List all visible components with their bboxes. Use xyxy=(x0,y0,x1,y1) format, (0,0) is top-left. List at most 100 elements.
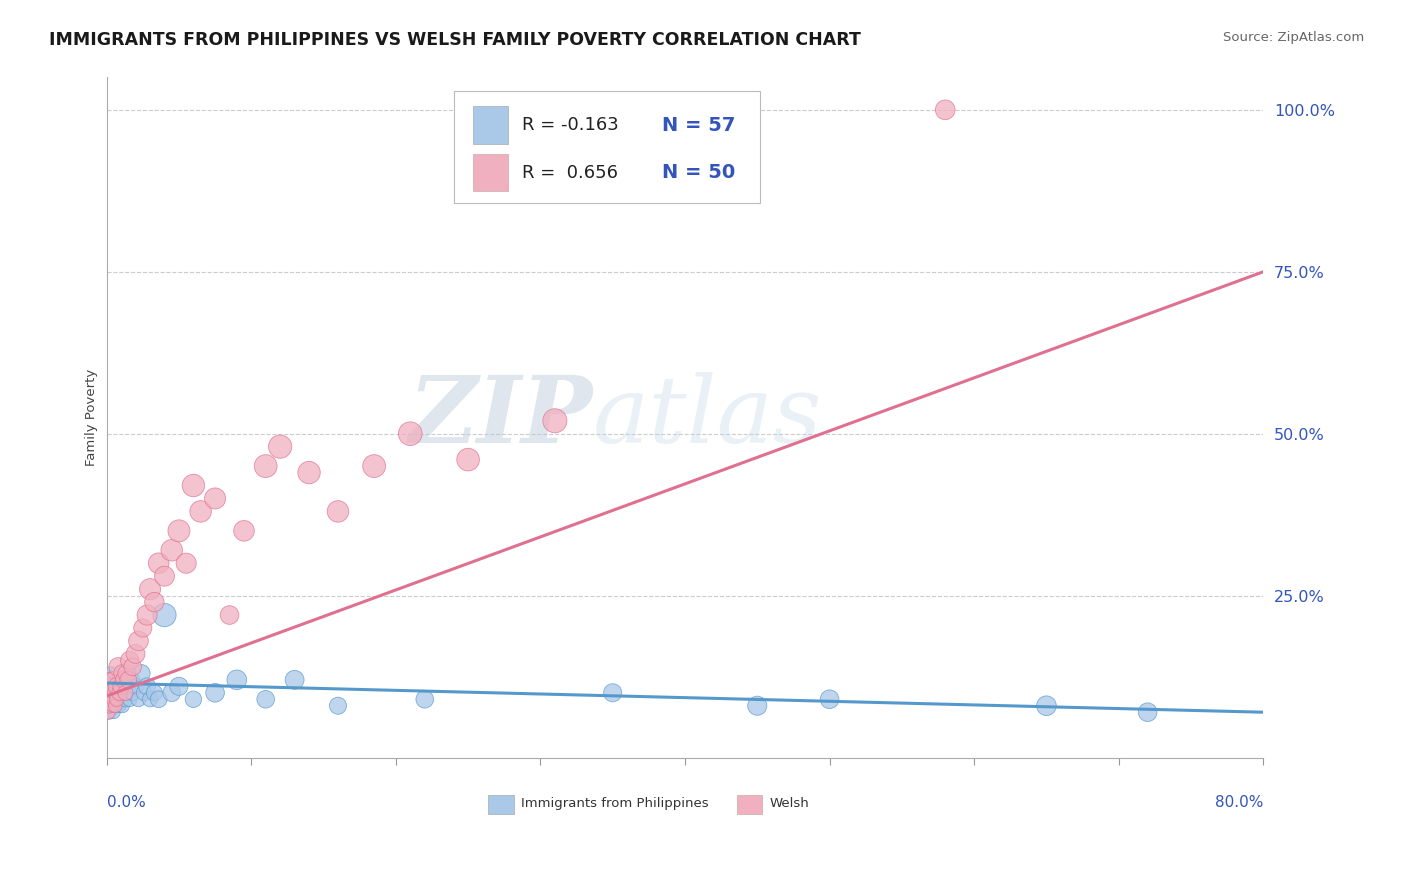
Point xyxy=(105,698,128,713)
Point xyxy=(153,569,176,583)
Point xyxy=(110,679,132,693)
Point xyxy=(103,673,125,687)
Point xyxy=(544,414,567,428)
Point xyxy=(112,673,135,687)
Text: Immigrants from Philippines: Immigrants from Philippines xyxy=(520,797,709,810)
Point xyxy=(118,653,141,667)
Point xyxy=(108,698,131,713)
Point xyxy=(160,686,183,700)
Bar xyxy=(474,154,508,192)
Point xyxy=(602,686,624,700)
Point xyxy=(160,543,183,558)
Point xyxy=(97,686,120,700)
Point xyxy=(136,679,159,693)
Point xyxy=(269,440,291,454)
Point xyxy=(110,692,132,706)
Point xyxy=(98,692,121,706)
Text: Source: ZipAtlas.com: Source: ZipAtlas.com xyxy=(1223,31,1364,45)
Point xyxy=(114,692,136,706)
Bar xyxy=(474,106,508,144)
Text: R = -0.163: R = -0.163 xyxy=(522,116,619,134)
Point xyxy=(148,692,170,706)
Point xyxy=(121,686,143,700)
Point xyxy=(298,466,321,480)
Point xyxy=(121,660,143,674)
Point xyxy=(399,426,422,441)
Point xyxy=(101,679,124,693)
Point xyxy=(97,673,120,687)
Point xyxy=(104,692,127,706)
Point xyxy=(103,692,125,706)
Point xyxy=(97,698,120,713)
Point xyxy=(107,679,129,693)
Text: N = 50: N = 50 xyxy=(662,163,735,182)
Point xyxy=(115,679,138,693)
Point xyxy=(100,698,122,713)
Point xyxy=(120,673,142,687)
Point xyxy=(101,692,124,706)
Point xyxy=(134,686,156,700)
Point xyxy=(413,692,436,706)
Text: Welsh: Welsh xyxy=(769,797,810,810)
Point xyxy=(101,686,124,700)
Point xyxy=(190,504,212,518)
Point xyxy=(136,608,159,623)
Point xyxy=(284,673,307,687)
FancyBboxPatch shape xyxy=(454,91,761,203)
Point xyxy=(148,556,170,570)
Point xyxy=(131,666,153,681)
Point xyxy=(174,556,197,570)
Point xyxy=(107,660,129,674)
Point xyxy=(98,686,121,700)
Point xyxy=(114,686,136,700)
Text: IMMIGRANTS FROM PHILIPPINES VS WELSH FAMILY POVERTY CORRELATION CHART: IMMIGRANTS FROM PHILIPPINES VS WELSH FAM… xyxy=(49,31,860,49)
Point xyxy=(100,679,122,693)
Point xyxy=(97,692,120,706)
Point xyxy=(254,459,277,474)
Point xyxy=(153,608,176,623)
Point xyxy=(124,679,146,693)
Point xyxy=(204,491,226,506)
Point xyxy=(111,679,134,693)
Point xyxy=(104,686,127,700)
Point xyxy=(124,647,146,661)
Point xyxy=(105,686,128,700)
Point xyxy=(167,679,190,693)
Point xyxy=(143,595,166,609)
Text: ZIP: ZIP xyxy=(408,373,592,462)
Point xyxy=(183,692,205,706)
Point xyxy=(108,686,131,700)
Point xyxy=(118,692,141,706)
Point xyxy=(103,705,125,719)
Point xyxy=(818,692,841,706)
Point xyxy=(1035,698,1057,713)
Point xyxy=(225,673,247,687)
Point xyxy=(108,686,131,700)
Point xyxy=(934,103,956,117)
Point xyxy=(218,608,240,623)
Point xyxy=(111,666,134,681)
Point xyxy=(127,692,149,706)
Point xyxy=(132,621,155,635)
Point xyxy=(98,705,121,719)
Point xyxy=(1136,705,1159,719)
Point xyxy=(98,673,121,687)
Point xyxy=(101,698,124,713)
Point xyxy=(97,705,120,719)
Point xyxy=(139,692,162,706)
Point xyxy=(103,686,125,700)
Point xyxy=(747,698,769,713)
Point xyxy=(103,673,125,687)
Point xyxy=(183,478,205,492)
Bar xyxy=(488,795,513,814)
Point xyxy=(115,666,138,681)
Text: N = 57: N = 57 xyxy=(662,116,735,135)
Y-axis label: Family Poverty: Family Poverty xyxy=(86,369,98,467)
Point xyxy=(363,459,385,474)
Text: atlas: atlas xyxy=(592,373,823,462)
Point xyxy=(100,692,122,706)
Point xyxy=(326,698,349,713)
Point xyxy=(457,452,479,467)
Point xyxy=(139,582,162,596)
Point xyxy=(111,698,134,713)
